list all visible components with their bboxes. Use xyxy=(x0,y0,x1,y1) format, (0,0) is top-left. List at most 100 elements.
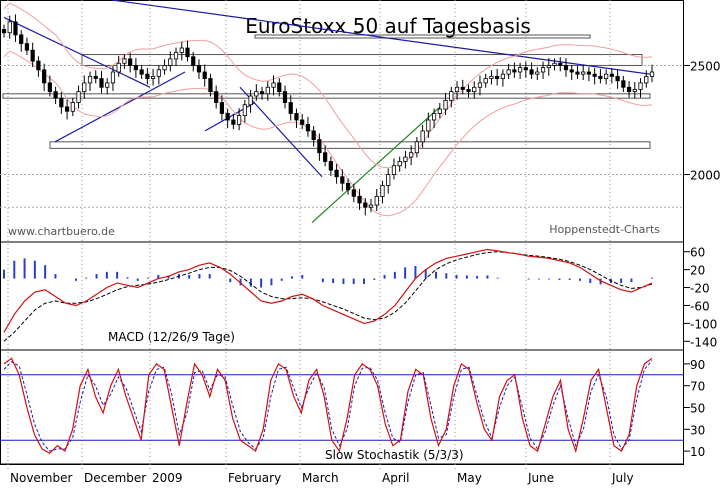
macd-panel-title: MACD (12/26/9 Tage) xyxy=(108,330,235,344)
candle-body xyxy=(523,67,528,71)
candle-body xyxy=(277,82,282,93)
candle-body xyxy=(259,91,265,95)
watermark-left: www.chartbuero.de xyxy=(8,225,115,238)
watermark-right: Hoppenstedt-Charts xyxy=(549,223,660,236)
candle-body xyxy=(317,139,322,154)
candle-body xyxy=(76,91,81,103)
stoch-tick-label: 70 xyxy=(690,380,705,394)
candle-body xyxy=(489,75,494,79)
candle-body xyxy=(540,67,546,73)
candle-body xyxy=(128,58,133,66)
candle-body xyxy=(70,102,75,112)
candle-body xyxy=(105,82,110,88)
candle-body xyxy=(82,82,87,93)
candle-body xyxy=(598,75,603,79)
candle-body xyxy=(477,82,483,88)
macd-line xyxy=(3,248,653,333)
trend-line xyxy=(239,86,323,178)
reference-box xyxy=(2,93,651,99)
candle-body xyxy=(649,71,655,77)
candle-body xyxy=(581,71,586,75)
candle-body xyxy=(592,73,597,77)
candle-body xyxy=(374,195,379,206)
candle-body xyxy=(454,86,460,93)
stoch-tick-label: 30 xyxy=(690,423,705,437)
candle-body xyxy=(305,123,311,132)
stochastic-panel-title: Slow Stochastik (5/3/3) xyxy=(325,448,464,462)
candle-body xyxy=(139,69,144,75)
reference-box xyxy=(81,54,643,66)
candle-body xyxy=(414,141,419,154)
candle-body xyxy=(110,71,116,84)
candle-body xyxy=(288,102,293,114)
month-label: December xyxy=(84,471,146,485)
stoch-tick-label: 50 xyxy=(690,402,705,416)
candle-body xyxy=(615,75,620,82)
trend-line xyxy=(54,71,186,143)
month-label: July xyxy=(611,471,634,485)
candle-body xyxy=(420,130,425,143)
candle-body xyxy=(47,82,52,93)
candle-body xyxy=(409,152,414,158)
candle-body xyxy=(59,97,64,108)
candle-body xyxy=(586,71,592,75)
month-label: February xyxy=(228,471,281,485)
candle-body xyxy=(466,89,471,93)
candle-body xyxy=(495,75,500,79)
candle-body xyxy=(173,51,179,60)
month-label: April xyxy=(382,471,409,485)
macd-tick-label: -60 xyxy=(690,299,710,313)
candle-body xyxy=(558,62,563,66)
candle-body xyxy=(219,102,225,114)
month-label: June xyxy=(527,471,554,485)
candle-body xyxy=(150,75,156,79)
macd-tick-label: -100 xyxy=(690,317,717,331)
candle-body xyxy=(24,43,30,51)
candle-body xyxy=(99,78,104,88)
candle-body xyxy=(328,161,333,171)
candle-body xyxy=(506,69,511,75)
candle-body xyxy=(431,113,437,121)
candle-body xyxy=(483,78,488,84)
month-label: May xyxy=(457,471,482,485)
candle-body xyxy=(294,113,299,121)
candle-body xyxy=(334,169,339,178)
month-label: November xyxy=(10,471,72,485)
candle-body xyxy=(265,86,270,95)
candle-body xyxy=(254,91,259,97)
candle-body xyxy=(1,29,7,34)
candle-body xyxy=(472,86,477,93)
macd-signal-line xyxy=(3,251,653,342)
macd-tick-label: 20 xyxy=(690,264,705,278)
candle-body xyxy=(403,156,408,162)
candle-body xyxy=(185,47,190,58)
candle-body xyxy=(87,75,93,84)
candle-body xyxy=(237,115,242,125)
candle-body xyxy=(632,89,637,93)
candle-body xyxy=(271,82,276,88)
candle-body xyxy=(500,73,506,79)
month-label: 2009 xyxy=(152,471,183,485)
stoch-d-line xyxy=(3,360,653,452)
candle-body xyxy=(64,106,70,112)
candle-body xyxy=(214,91,219,103)
candle-body xyxy=(116,62,121,73)
candle-body xyxy=(7,21,12,34)
candle-body xyxy=(604,73,609,79)
bollinger-upper-line xyxy=(3,2,653,169)
candle-body xyxy=(311,130,316,141)
stoch-tick-label: 10 xyxy=(690,445,705,459)
candle-body xyxy=(626,86,632,93)
macd-tick-label: 60 xyxy=(690,246,705,260)
candle-body xyxy=(460,86,465,90)
stoch-k-line xyxy=(3,357,653,455)
stoch-tick-label: 90 xyxy=(690,358,705,372)
candle-body xyxy=(202,71,207,79)
candle-body xyxy=(512,69,517,73)
candle-body xyxy=(133,65,138,71)
candle-body xyxy=(196,65,202,73)
candle-body xyxy=(357,195,362,204)
candle-body xyxy=(569,69,574,73)
